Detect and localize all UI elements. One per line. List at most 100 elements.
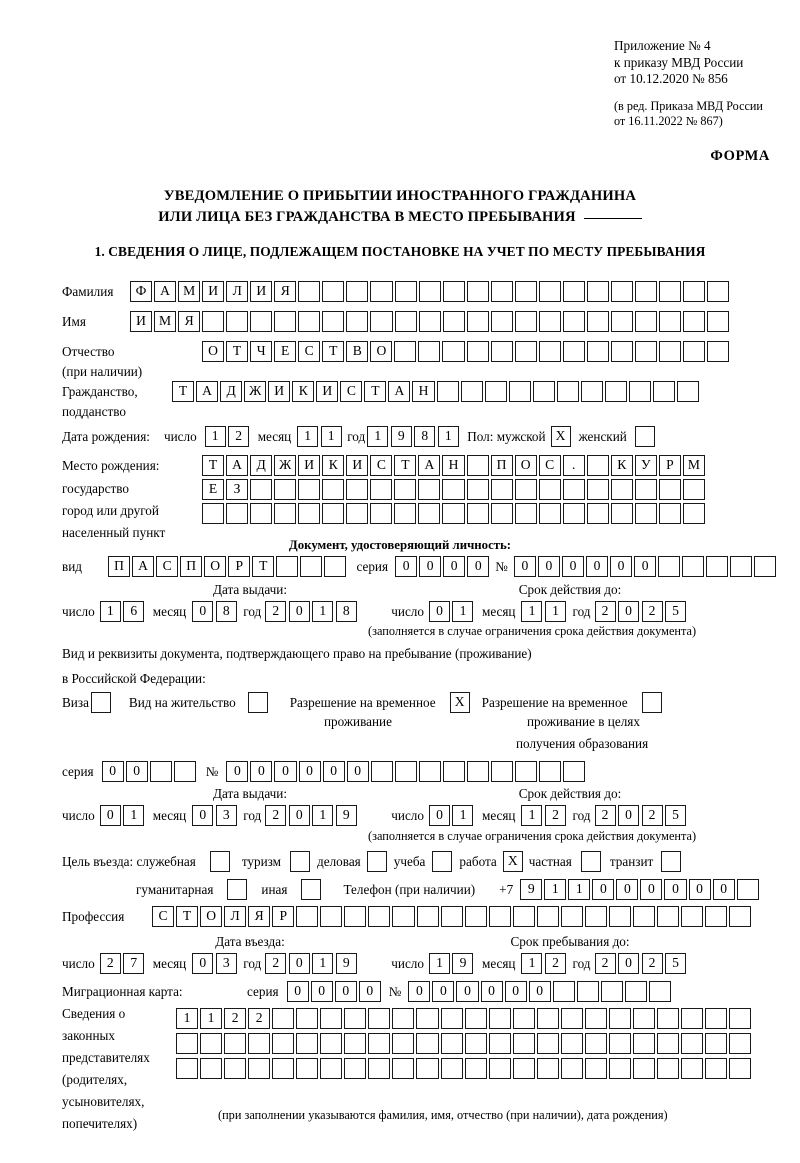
- char-cell[interactable]: Т: [226, 341, 249, 362]
- char-cell[interactable]: [707, 311, 730, 332]
- char-cell[interactable]: [706, 556, 729, 577]
- char-cell[interactable]: [149, 761, 172, 782]
- char-cell[interactable]: [512, 1008, 535, 1029]
- char-cell[interactable]: [729, 906, 752, 927]
- digit-cell[interactable]: 2: [641, 601, 663, 622]
- char-cell[interactable]: [442, 503, 465, 524]
- char-cell[interactable]: [608, 1033, 631, 1054]
- char-cell[interactable]: [370, 479, 393, 500]
- char-cell[interactable]: [346, 479, 369, 500]
- digit-cell[interactable]: 9: [335, 805, 357, 826]
- digit-cell[interactable]: 9: [335, 953, 357, 974]
- char-cell[interactable]: [392, 1008, 415, 1029]
- char-cell[interactable]: И: [298, 455, 321, 476]
- char-cell[interactable]: [490, 479, 513, 500]
- char-cell[interactable]: [394, 503, 417, 524]
- char-cell[interactable]: [610, 479, 633, 500]
- char-cell[interactable]: [488, 906, 511, 927]
- char-cell[interactable]: [298, 281, 321, 302]
- char-cell[interactable]: [176, 1033, 199, 1054]
- char-cell[interactable]: [440, 906, 463, 927]
- char-cell[interactable]: [488, 1033, 511, 1054]
- char-cell[interactable]: 0: [346, 761, 369, 782]
- char-cell[interactable]: Т: [364, 381, 387, 402]
- char-cell[interactable]: [488, 1008, 511, 1029]
- char-cell[interactable]: [538, 311, 561, 332]
- digit-cell[interactable]: 0: [428, 601, 450, 622]
- digit-cell[interactable]: 1: [437, 426, 459, 447]
- char-cell[interactable]: [632, 906, 655, 927]
- char-cell[interactable]: [464, 1058, 487, 1079]
- char-cell[interactable]: [466, 761, 489, 782]
- char-cell[interactable]: О: [200, 906, 223, 927]
- char-cell[interactable]: [250, 479, 273, 500]
- char-cell[interactable]: С: [538, 455, 561, 476]
- char-cell[interactable]: [394, 281, 417, 302]
- digit-cell[interactable]: 1: [320, 426, 342, 447]
- char-cell[interactable]: [705, 1008, 728, 1029]
- digit-cell[interactable]: 1: [99, 601, 121, 622]
- char-cell[interactable]: 1: [568, 879, 591, 900]
- char-cell[interactable]: [610, 341, 633, 362]
- char-cell[interactable]: [466, 281, 489, 302]
- char-cell[interactable]: [508, 381, 531, 402]
- char-cell[interactable]: [604, 381, 627, 402]
- char-cell[interactable]: [464, 906, 487, 927]
- char-cell[interactable]: [418, 311, 441, 332]
- purpose-work-checkbox[interactable]: X: [502, 851, 523, 872]
- char-cell[interactable]: 0: [467, 556, 490, 577]
- char-cell[interactable]: И: [268, 381, 291, 402]
- digit-cell[interactable]: 3: [215, 805, 237, 826]
- char-cell[interactable]: 1: [200, 1008, 223, 1029]
- char-cell[interactable]: [610, 311, 633, 332]
- char-cell[interactable]: Т: [176, 906, 199, 927]
- digit-cell[interactable]: 1: [544, 601, 566, 622]
- char-cell[interactable]: 0: [443, 556, 466, 577]
- char-cell[interactable]: 0: [610, 556, 633, 577]
- char-cell[interactable]: [176, 1058, 199, 1079]
- char-cell[interactable]: [584, 1058, 607, 1079]
- char-cell[interactable]: [632, 1008, 655, 1029]
- char-cell[interactable]: М: [154, 311, 177, 332]
- char-cell[interactable]: [418, 761, 441, 782]
- char-cell[interactable]: [224, 1033, 247, 1054]
- char-cell[interactable]: [224, 1058, 247, 1079]
- digit-cell[interactable]: 0: [428, 805, 450, 826]
- char-cell[interactable]: [394, 479, 417, 500]
- char-cell[interactable]: [580, 381, 603, 402]
- char-cell[interactable]: К: [292, 381, 315, 402]
- char-cell[interactable]: [682, 479, 705, 500]
- char-cell[interactable]: [514, 311, 537, 332]
- char-cell[interactable]: 0: [561, 556, 584, 577]
- char-cell[interactable]: И: [202, 281, 225, 302]
- char-cell[interactable]: [729, 1033, 752, 1054]
- char-cell[interactable]: [610, 503, 633, 524]
- digit-cell[interactable]: 0: [618, 953, 639, 974]
- char-cell[interactable]: [628, 381, 651, 402]
- char-cell[interactable]: [658, 479, 681, 500]
- char-cell[interactable]: И: [346, 455, 369, 476]
- char-cell[interactable]: [600, 981, 623, 1002]
- char-cell[interactable]: [296, 1033, 319, 1054]
- digit-cell[interactable]: 1: [312, 953, 334, 974]
- char-cell[interactable]: [706, 341, 730, 362]
- char-cell[interactable]: [416, 1033, 439, 1054]
- purpose-private-checkbox[interactable]: [580, 851, 601, 872]
- char-cell[interactable]: [370, 761, 393, 782]
- digit-cell[interactable]: 0: [192, 953, 214, 974]
- char-cell[interactable]: 0: [419, 556, 442, 577]
- char-cell[interactable]: [512, 906, 535, 927]
- digit-cell[interactable]: 5: [665, 805, 686, 826]
- digit-cell[interactable]: 0: [192, 601, 214, 622]
- char-cell[interactable]: 0: [616, 879, 639, 900]
